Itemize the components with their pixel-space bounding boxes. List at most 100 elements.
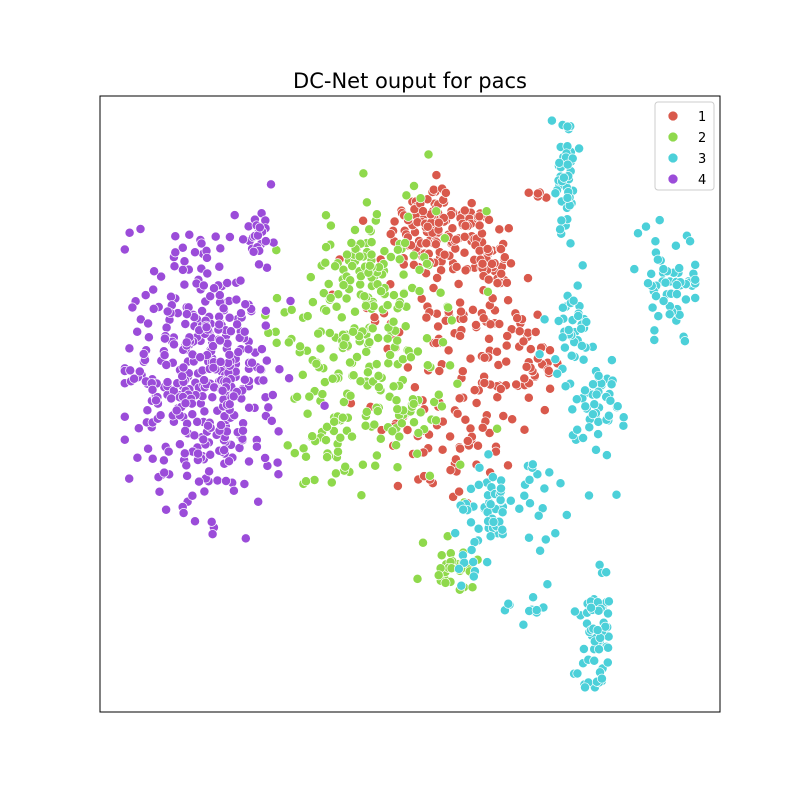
point-series-3-306 — [569, 606, 580, 617]
point-series-1-246 — [530, 327, 541, 337]
point-series-4-197 — [132, 452, 143, 463]
point-series-4-413 — [177, 264, 188, 275]
point-series-1-229 — [471, 320, 481, 330]
point-series-1-269 — [532, 188, 543, 199]
point-series-3-38 — [562, 192, 573, 203]
point-series-3-121 — [552, 368, 563, 379]
point-series-3-108 — [539, 314, 550, 325]
point-series-4-339 — [207, 529, 218, 540]
point-series-4-218 — [156, 271, 167, 282]
point-series-3-161 — [601, 450, 612, 461]
point-series-2-261 — [358, 168, 369, 179]
point-series-1-128 — [474, 220, 485, 231]
point-series-4-211 — [124, 473, 135, 484]
point-series-4-429 — [266, 179, 276, 190]
point-series-4-414 — [224, 312, 235, 323]
point-series-1-217 — [532, 309, 543, 320]
point-series-2-72 — [321, 210, 331, 221]
point-series-3-178 — [578, 433, 589, 443]
point-series-4-67 — [212, 475, 223, 486]
point-series-2-332 — [403, 211, 414, 222]
point-series-1-231 — [498, 411, 509, 421]
point-series-4-375 — [199, 406, 210, 417]
point-series-2-129 — [315, 343, 326, 354]
point-series-2-124 — [387, 426, 398, 437]
point-series-1-339 — [439, 249, 450, 260]
point-series-1-230 — [485, 319, 496, 330]
point-series-3-87 — [690, 293, 701, 303]
point-series-1-239 — [523, 392, 534, 403]
point-series-4-404 — [147, 384, 158, 395]
point-series-4-279 — [272, 457, 283, 468]
point-series-2-244 — [342, 249, 352, 260]
point-series-1-94 — [494, 224, 505, 235]
point-series-4-394 — [143, 318, 154, 329]
point-series-1-80 — [436, 265, 447, 276]
point-series-3-26 — [550, 188, 561, 199]
point-series-2-292 — [333, 446, 343, 457]
point-series-2-17 — [401, 190, 412, 201]
point-series-4-78 — [197, 306, 208, 316]
point-series-4-278 — [224, 456, 234, 467]
point-series-1-256 — [525, 344, 536, 355]
point-series-2-12 — [391, 440, 402, 451]
point-series-2-74 — [424, 470, 435, 481]
point-series-3-81 — [658, 264, 669, 275]
legend-label-1: 1 — [698, 110, 706, 125]
point-series-4-90 — [166, 291, 176, 302]
point-series-2-196 — [361, 346, 372, 357]
point-series-1-281 — [434, 366, 445, 376]
point-series-2-191 — [446, 315, 457, 326]
point-series-4-65 — [177, 242, 188, 253]
point-series-4-388 — [195, 352, 206, 363]
point-series-2-299 — [301, 451, 311, 462]
point-series-4-371 — [247, 357, 257, 368]
point-series-1-187 — [432, 273, 443, 283]
point-series-1-169 — [483, 274, 494, 285]
legend-marker-1 — [667, 110, 679, 122]
point-series-2-169 — [352, 352, 362, 362]
point-series-3-186 — [591, 389, 602, 400]
point-series-1-357 — [392, 481, 403, 491]
point-series-2-284 — [326, 477, 337, 488]
point-series-3-44 — [562, 159, 573, 170]
point-series-2-294 — [321, 435, 331, 446]
point-series-2-76 — [398, 269, 409, 280]
point-series-4-396 — [224, 399, 235, 410]
point-series-2-8 — [413, 428, 424, 438]
point-series-1-108 — [447, 223, 458, 234]
point-series-1-61 — [428, 184, 439, 195]
point-series-2-238 — [350, 225, 360, 235]
point-series-3-183 — [580, 385, 590, 396]
point-series-4-397 — [201, 322, 212, 333]
point-series-4-343 — [224, 349, 235, 360]
point-series-4-301 — [199, 375, 210, 386]
point-series-4-202 — [273, 426, 284, 437]
point-series-2-188 — [317, 389, 328, 400]
point-series-3-241 — [524, 474, 535, 485]
point-series-2-199 — [350, 306, 360, 317]
point-series-2-139 — [364, 337, 375, 348]
point-series-2-52 — [422, 333, 432, 344]
point-series-4-318 — [162, 306, 173, 317]
point-series-1-158 — [487, 258, 497, 269]
point-series-1-283 — [460, 414, 471, 425]
point-series-1-177 — [443, 345, 454, 356]
point-series-3-240 — [555, 478, 566, 489]
point-series-2-290 — [301, 476, 311, 487]
point-series-2-58 — [415, 407, 426, 418]
point-series-2-142 — [355, 376, 366, 387]
point-series-1-115 — [503, 223, 514, 234]
point-series-4-341 — [143, 443, 154, 454]
point-series-4-416 — [232, 319, 243, 330]
point-series-4-191 — [190, 247, 200, 258]
point-series-3-137 — [581, 317, 592, 327]
point-series-2-214 — [394, 431, 405, 442]
point-series-4-403 — [251, 441, 262, 452]
point-series-3-62 — [670, 240, 681, 251]
point-series-4-291 — [198, 434, 209, 445]
point-series-2-71 — [305, 272, 316, 283]
point-series-3-208 — [473, 523, 484, 534]
point-series-4-342 — [238, 425, 248, 436]
point-series-3-262 — [456, 580, 467, 591]
